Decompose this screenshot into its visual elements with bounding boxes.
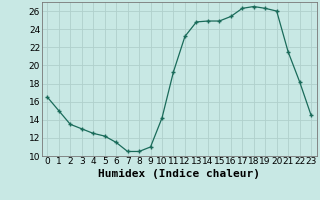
X-axis label: Humidex (Indice chaleur): Humidex (Indice chaleur) xyxy=(98,169,260,179)
